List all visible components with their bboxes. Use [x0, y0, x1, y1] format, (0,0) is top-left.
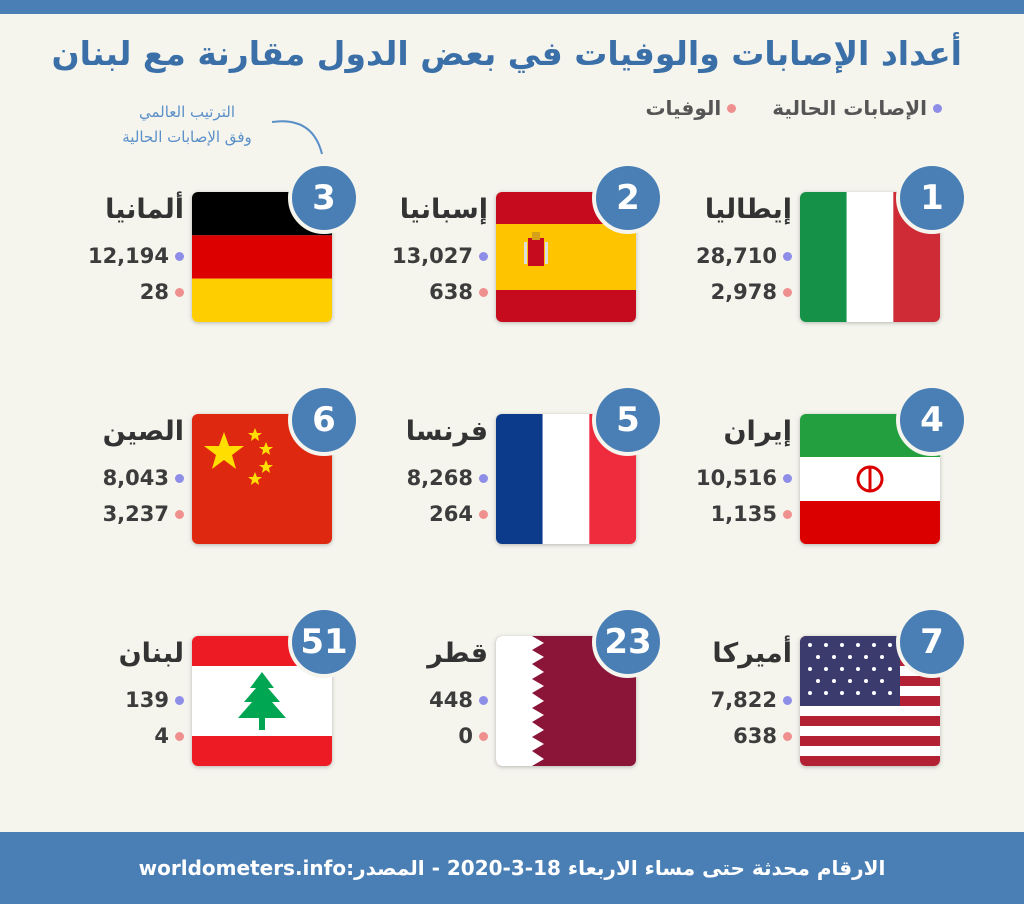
legend: الإصابات الحالية الوفيات [645, 96, 942, 120]
deaths-dot-icon [479, 731, 488, 741]
country-name: ألمانيا [105, 194, 184, 225]
deaths-dot-icon [479, 287, 488, 297]
country-card-usa: 7 أميركا 7,822 638 [696, 604, 986, 804]
cases-value: 7,822 [710, 688, 777, 712]
cases-value: 12,194 [87, 244, 169, 268]
rank-badge: 3 [288, 162, 360, 234]
country-card-spain: 2 إسبانيا 13,027 638 [392, 160, 682, 360]
cases-value: 139 [125, 688, 169, 712]
deaths-stat: 4 [154, 724, 184, 748]
deaths-stat: 3,237 [103, 502, 184, 526]
cases-stat: 13,027 [392, 244, 488, 268]
country-card-france: 5 فرنسا 8,268 264 [392, 382, 682, 582]
cases-stat: 12,194 [88, 244, 184, 268]
deaths-value: 638 [429, 280, 473, 304]
country-card-iran: 4 إيران 10,516 1,135 [696, 382, 986, 582]
cases-dot-icon [175, 695, 184, 705]
cases-dot-icon [783, 251, 792, 261]
deaths-value: 264 [429, 502, 473, 526]
legend-item-cases: الإصابات الحالية [772, 96, 942, 120]
deaths-value: 28 [139, 280, 169, 304]
cases-dot-icon [783, 473, 792, 483]
cases-dot-icon [479, 695, 488, 705]
cases-dot-icon [175, 251, 184, 261]
deaths-stat: 264 [429, 502, 488, 526]
deaths-stat: 28 [140, 280, 184, 304]
legend-item-deaths: الوفيات [645, 96, 737, 120]
country-name: إيطاليا [704, 194, 792, 225]
cases-dot-icon [479, 473, 488, 483]
cases-stat: 448 [429, 688, 488, 712]
cases-dot-icon [479, 251, 488, 261]
country-name: لبنان [118, 638, 184, 669]
cases-stat: 8,268 [407, 466, 488, 490]
country-name: الصين [102, 416, 184, 447]
rank-badge: 6 [288, 384, 360, 456]
country-name: إيران [723, 416, 793, 447]
cases-dot-icon [175, 473, 184, 483]
deaths-value: 4 [154, 724, 169, 748]
deaths-dot-icon [783, 509, 792, 519]
rank-note: الترتيب العالمي وفق الإصابات الحالية [98, 100, 276, 150]
legend-cases-label: الإصابات الحالية [772, 96, 927, 120]
footer: الارقام محدثة حتى مساء الاربعاء 18-3-202… [0, 832, 1024, 904]
cases-value: 8,268 [406, 466, 473, 490]
deaths-dot-icon [783, 731, 792, 741]
country-card-china: 6 الصين 8,043 3,237 [88, 382, 378, 582]
country-name: إسبانيا [399, 194, 488, 225]
curved-arrow-icon [271, 120, 323, 155]
rank-badge: 1 [896, 162, 968, 234]
cases-dot-icon [783, 695, 792, 705]
deaths-dot-icon [175, 509, 184, 519]
deaths-value: 3,237 [102, 502, 169, 526]
deaths-stat: 2,978 [711, 280, 792, 304]
deaths-dot-icon [783, 287, 792, 297]
cases-stat: 139 [125, 688, 184, 712]
cases-value: 448 [429, 688, 473, 712]
cases-stat: 7,822 [711, 688, 792, 712]
cases-value: 28,710 [695, 244, 777, 268]
deaths-stat: 638 [429, 280, 488, 304]
page-title: أعداد الإصابات والوفيات في بعض الدول مقا… [51, 34, 963, 73]
rank-badge: 2 [592, 162, 664, 234]
rank-badge: 51 [288, 606, 360, 678]
deaths-value: 2,978 [710, 280, 777, 304]
cases-dot-icon [933, 103, 942, 113]
country-card-germany: 3 ألمانيا 12,194 28 [88, 160, 378, 360]
cases-value: 10,516 [695, 466, 777, 490]
cases-value: 8,043 [102, 466, 169, 490]
deaths-stat: 1,135 [711, 502, 792, 526]
top-bar [0, 0, 1024, 14]
footer-text: الارقام محدثة حتى مساء الاربعاء 18-3-202… [138, 856, 886, 880]
cases-stat: 28,710 [696, 244, 792, 268]
country-card-qatar: 23 قطر 448 0 [392, 604, 682, 804]
deaths-value: 1,135 [710, 502, 777, 526]
rank-badge: 5 [592, 384, 664, 456]
country-name: فرنسا [405, 416, 488, 447]
deaths-dot-icon [175, 731, 184, 741]
cases-stat: 8,043 [103, 466, 184, 490]
country-name: قطر [427, 638, 488, 669]
country-card-lebanon: 51 لبنان 139 4 [88, 604, 378, 804]
legend-deaths-label: الوفيات [645, 96, 722, 120]
country-name: أميركا [712, 638, 792, 669]
deaths-stat: 638 [733, 724, 792, 748]
deaths-dot-icon [727, 103, 737, 113]
rank-note-line1: الترتيب العالمي [138, 103, 236, 121]
deaths-dot-icon [479, 509, 488, 519]
rank-badge: 7 [896, 606, 968, 678]
rank-badge: 4 [896, 384, 968, 456]
rank-note-line2: وفق الإصابات الحالية [122, 128, 252, 146]
deaths-stat: 0 [458, 724, 488, 748]
rank-badge: 23 [592, 606, 664, 678]
cases-stat: 10,516 [696, 466, 792, 490]
cases-value: 13,027 [391, 244, 473, 268]
country-card-italy: 1 إيطاليا 28,710 2,978 [696, 160, 986, 360]
flag-usa-icon [800, 636, 940, 766]
deaths-value: 0 [458, 724, 473, 748]
deaths-dot-icon [175, 287, 184, 297]
deaths-value: 638 [733, 724, 777, 748]
